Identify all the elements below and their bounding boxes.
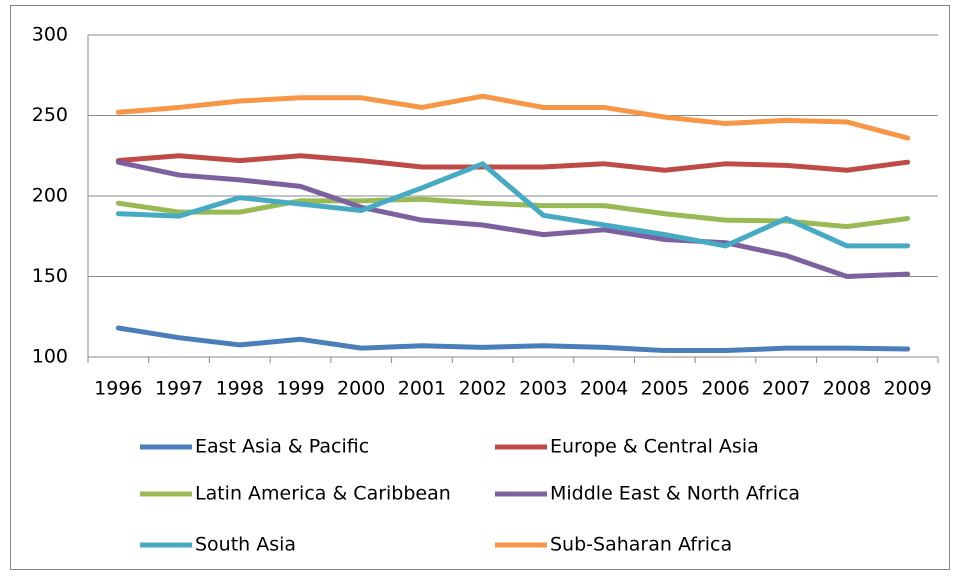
x-tick-label: 2001 [398, 378, 446, 400]
legend-label: Middle East & North Africa [550, 483, 800, 505]
legend-label: East Asia & Pacific [195, 436, 369, 458]
x-tick-label: 1999 [276, 378, 324, 400]
legend-label: Sub-Saharan Africa [550, 534, 732, 556]
y-tick-label: 150 [32, 265, 68, 287]
x-tick-label: 2002 [458, 378, 506, 400]
x-tick-label: 2005 [641, 378, 689, 400]
legend-label: Latin America & Caribbean [195, 483, 451, 505]
series-line [115, 153, 911, 173]
legend-label: South Asia [195, 534, 296, 556]
x-tick-label: 2006 [701, 378, 749, 400]
x-tick-label: 1996 [94, 378, 142, 400]
y-tick-label: 250 [32, 104, 68, 126]
y-tick-label: 200 [32, 185, 68, 207]
series-line [115, 93, 911, 141]
series-line [115, 159, 911, 279]
legend-label: Europe & Central Asia [550, 436, 759, 458]
x-tick-label: 2000 [337, 378, 385, 400]
y-tick-label: 300 [32, 24, 68, 46]
x-tick-label: 1997 [155, 378, 203, 400]
x-tick-label: 2003 [519, 378, 567, 400]
x-tick-label: 2004 [580, 378, 628, 400]
chart-border [10, 5, 950, 570]
series-line [115, 161, 911, 249]
x-tick-label: 1998 [216, 378, 264, 400]
y-tick-label: 100 [32, 346, 68, 368]
x-tick-label: 2007 [762, 378, 810, 400]
series-line [115, 325, 911, 354]
x-tick-label: 2008 [823, 378, 871, 400]
x-tick-label: 2009 [883, 378, 931, 400]
